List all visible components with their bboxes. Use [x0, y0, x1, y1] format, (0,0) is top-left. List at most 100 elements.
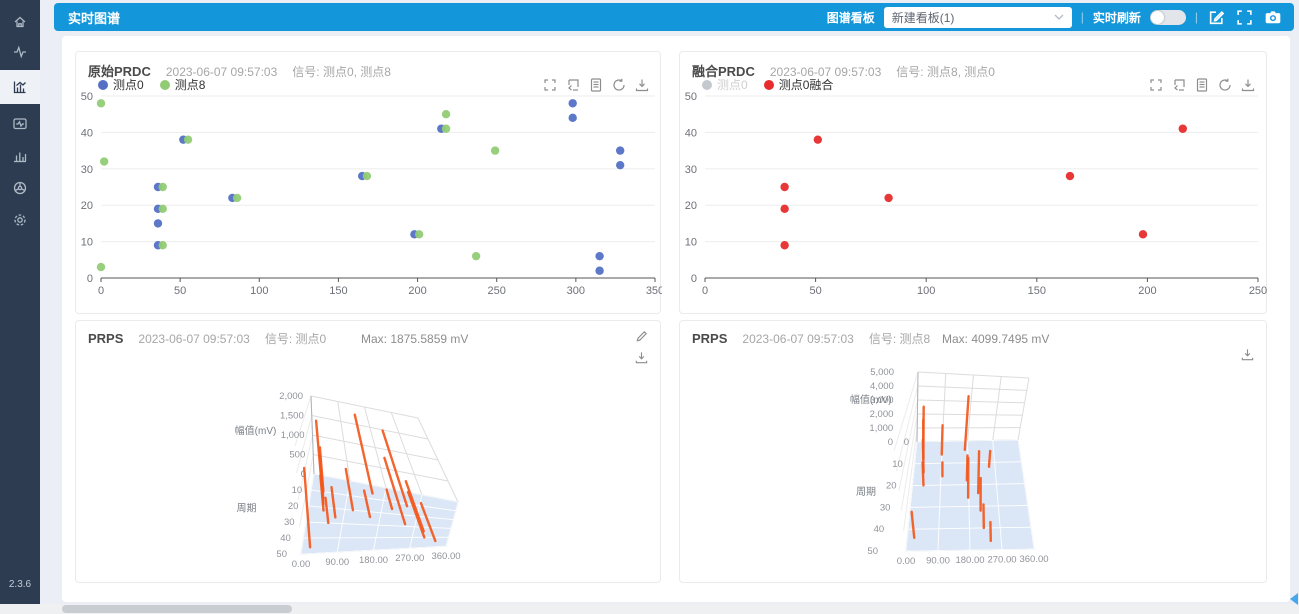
sidebar-item-settings[interactable]	[0, 204, 40, 236]
svg-text:40: 40	[280, 533, 291, 544]
panel-title: PRPS	[692, 331, 728, 346]
refresh-label: 实时刷新	[1092, 10, 1141, 25]
legend-label: 测点0	[113, 78, 144, 92]
svg-text:40: 40	[81, 127, 93, 139]
svg-text:2,000: 2,000	[279, 391, 303, 402]
download-icon[interactable]	[634, 77, 650, 93]
prps-ce8-3d-chart[interactable]: 01,0002,0003,0004,0005,000幅值(mV)01020304…	[680, 321, 1268, 584]
download-icon[interactable]	[1240, 77, 1256, 93]
svg-text:0: 0	[904, 437, 909, 448]
raw-prdc-scatter-chart[interactable]: 0 10 20 30 40 50 0 50 100 150 200 250 300 350	[76, 52, 662, 315]
svg-text:30: 30	[685, 164, 697, 176]
svg-text:幅值(mV): 幅值(mV)	[850, 393, 892, 406]
panel-signal: 信号: 测点0, 测点8	[292, 65, 391, 79]
panel-signal: 信号: 测点8, 测点0	[896, 65, 995, 79]
svg-text:0: 0	[301, 469, 306, 480]
board-select[interactable]: 新建看板(1)	[883, 6, 1072, 28]
data-view-icon[interactable]	[588, 77, 604, 93]
svg-text:10: 10	[81, 237, 93, 249]
sidebar-item-spectrum[interactable]	[0, 70, 40, 104]
svg-text:250: 250	[1249, 285, 1267, 297]
legend: 测点0 测点0融合	[702, 76, 833, 93]
zoom-reset-icon[interactable]	[1171, 77, 1187, 93]
svg-text:20: 20	[81, 200, 93, 212]
collapse-arrow-icon[interactable]	[1290, 593, 1298, 605]
legend-dot	[98, 79, 108, 90]
svg-text:0: 0	[87, 273, 93, 285]
download-icon[interactable]	[1240, 347, 1255, 362]
legend-item-ce0-disabled[interactable]: 测点0	[702, 76, 748, 93]
panel-title: PRPS	[88, 331, 124, 346]
svg-text:90.00: 90.00	[926, 556, 950, 567]
svg-text:20: 20	[886, 481, 897, 492]
sidebar-item-home[interactable]	[0, 6, 40, 38]
prps-ce0-3d-chart[interactable]: 05001,0001,5002,000幅值(mV)01020304050周期0.…	[76, 321, 662, 584]
screenshot-button[interactable]	[1263, 8, 1282, 27]
legend-dot	[702, 79, 712, 90]
home-icon	[14, 16, 26, 28]
legend-item-ce0[interactable]: 测点0	[98, 76, 144, 93]
svg-text:0: 0	[691, 273, 697, 285]
svg-text:90.00: 90.00	[325, 557, 349, 568]
svg-text:50: 50	[685, 91, 697, 103]
edit-board-button[interactable]	[1207, 8, 1226, 27]
svg-text:360.00: 360.00	[431, 551, 460, 562]
panel-raw-prdc: 原始PRDC 2023-06-07 09:57:03 信号: 测点0, 测点8 …	[75, 51, 662, 315]
legend-item-ce0-fused[interactable]: 测点0融合	[763, 76, 834, 93]
svg-text:1,000: 1,000	[869, 423, 893, 434]
zoom-box-icon[interactable]	[542, 77, 558, 93]
pencil-icon[interactable]	[634, 329, 649, 344]
refresh-icon[interactable]	[1217, 77, 1233, 93]
download-icon[interactable]	[634, 350, 649, 365]
legend-item-ce8[interactable]: 测点8	[159, 76, 205, 93]
chevron-down-icon	[1054, 14, 1064, 20]
legend: 测点0 测点8	[98, 76, 205, 93]
data-view-icon[interactable]	[1194, 77, 1210, 93]
svg-text:50: 50	[867, 546, 878, 557]
svg-text:0: 0	[888, 437, 893, 448]
svg-text:4,000: 4,000	[870, 381, 894, 392]
sidebar-item-barchart[interactable]	[0, 140, 40, 172]
zoom-box-icon[interactable]	[1148, 77, 1164, 93]
fullscreen-icon	[1237, 9, 1252, 25]
svg-text:200: 200	[1138, 285, 1156, 297]
svg-text:0: 0	[702, 285, 708, 297]
monitor-icon	[13, 118, 27, 130]
svg-text:0.00: 0.00	[897, 556, 916, 567]
svg-text:30: 30	[284, 517, 295, 528]
svg-text:20: 20	[685, 200, 697, 212]
legend-label: 测点0融合	[778, 78, 834, 92]
gear-icon	[14, 214, 26, 226]
sidebar-item-globe[interactable]	[0, 172, 40, 204]
realtime-refresh-toggle[interactable]	[1149, 9, 1186, 25]
svg-text:3,000: 3,000	[870, 395, 894, 406]
scrollbar-thumb[interactable]	[62, 605, 292, 613]
svg-text:100: 100	[250, 285, 268, 297]
svg-text:30: 30	[880, 502, 891, 513]
page-title: 实时图谱	[68, 10, 121, 26]
svg-text:周期: 周期	[856, 486, 876, 498]
fullscreen-button[interactable]	[1235, 8, 1254, 27]
edit-icon	[1209, 10, 1225, 24]
svg-text:360.00: 360.00	[1019, 554, 1048, 565]
panel-timestamp: 2023-06-07 09:57:03	[138, 332, 250, 346]
svg-text:幅值(mV): 幅值(mV)	[235, 424, 277, 437]
spectrum-chart-icon	[13, 81, 26, 94]
svg-text:40: 40	[874, 524, 885, 535]
zoom-reset-icon[interactable]	[565, 77, 581, 93]
refresh-icon[interactable]	[611, 77, 627, 93]
panel-timestamp: 2023-06-07 09:57:03	[742, 332, 854, 346]
sidebar-item-monitor[interactable]	[0, 108, 40, 140]
sidebar: 2.3.6	[0, 0, 40, 604]
svg-text:1,500: 1,500	[280, 411, 304, 422]
svg-text:50: 50	[276, 549, 287, 560]
panel-fused-prdc: 融合PRDC 2023-06-07 09:57:03 信号: 测点8, 测点0 …	[679, 51, 1267, 314]
sidebar-item-activity[interactable]	[0, 36, 40, 68]
svg-text:20: 20	[288, 501, 299, 512]
svg-text:5,000: 5,000	[870, 367, 894, 378]
svg-text:50: 50	[809, 285, 821, 297]
top-bar: 实时图谱 图谱看板 新建看板(1) | 实时刷新 |	[54, 3, 1294, 31]
fused-prdc-scatter-chart[interactable]: 0 10 20 30 40 50 0 50 100 150 200 250	[680, 52, 1268, 315]
svg-text:40: 40	[685, 127, 697, 139]
